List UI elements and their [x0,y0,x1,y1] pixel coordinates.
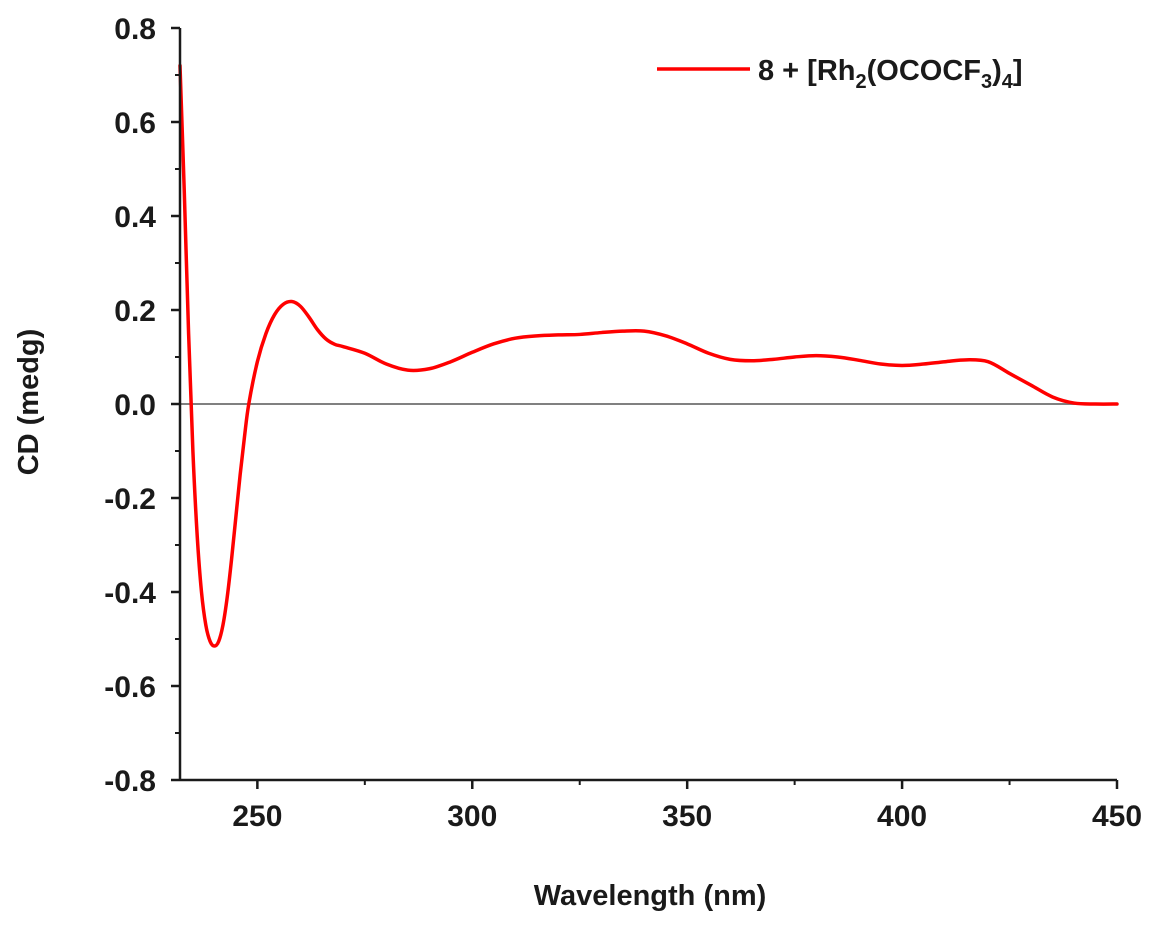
y-axis-title: CD (medg) [13,329,45,476]
y-axis-ticks: 0.8 0.6 0.4 0.2 0.0 -0.2 -0.4 -0.6 -0.8 [104,13,180,798]
cd-series-line [178,63,1119,648]
y-tick-label: 0.6 [114,107,156,140]
legend-text-part: ) [992,55,1002,87]
y-tick-label: 0.8 [114,13,156,46]
y-tick-label: 0.4 [114,201,156,234]
x-tick-label: 300 [447,800,497,833]
x-axis-title: Wavelength (nm) [534,880,767,912]
x-axis-ticks: 250 300 350 400 450 [232,780,1142,833]
y-tick-label: -0.2 [104,483,156,516]
y-tick-label: -0.8 [104,765,156,798]
legend-text-part: 8 + [Rh [758,55,856,87]
y-tick-label: -0.6 [104,671,156,704]
x-tick-label: 450 [1092,800,1142,833]
x-tick-label: 350 [662,800,712,833]
y-tick-label: 0.2 [114,295,156,328]
legend-label: 8 + [Rh2(OCOCF3)4] [758,55,1023,93]
legend-subscript: 3 [981,71,992,93]
legend: 8 + [Rh2(OCOCF3)4] [657,55,1023,93]
legend-text-part: ] [1013,55,1023,87]
legend-subscript: 2 [856,71,867,93]
legend-subscript: 4 [1002,71,1014,93]
y-tick-label: 0.0 [114,389,156,422]
plot-area: 250 300 350 400 450 0.8 0.6 0.4 0.2 0.0 -0.2 -0.4 -… [104,13,1142,833]
series-layer [178,63,1119,648]
legend-text-part: (OCOCF [867,55,981,87]
x-tick-label: 250 [232,800,282,833]
y-tick-label: -0.4 [104,577,156,610]
x-tick-label: 400 [877,800,927,833]
